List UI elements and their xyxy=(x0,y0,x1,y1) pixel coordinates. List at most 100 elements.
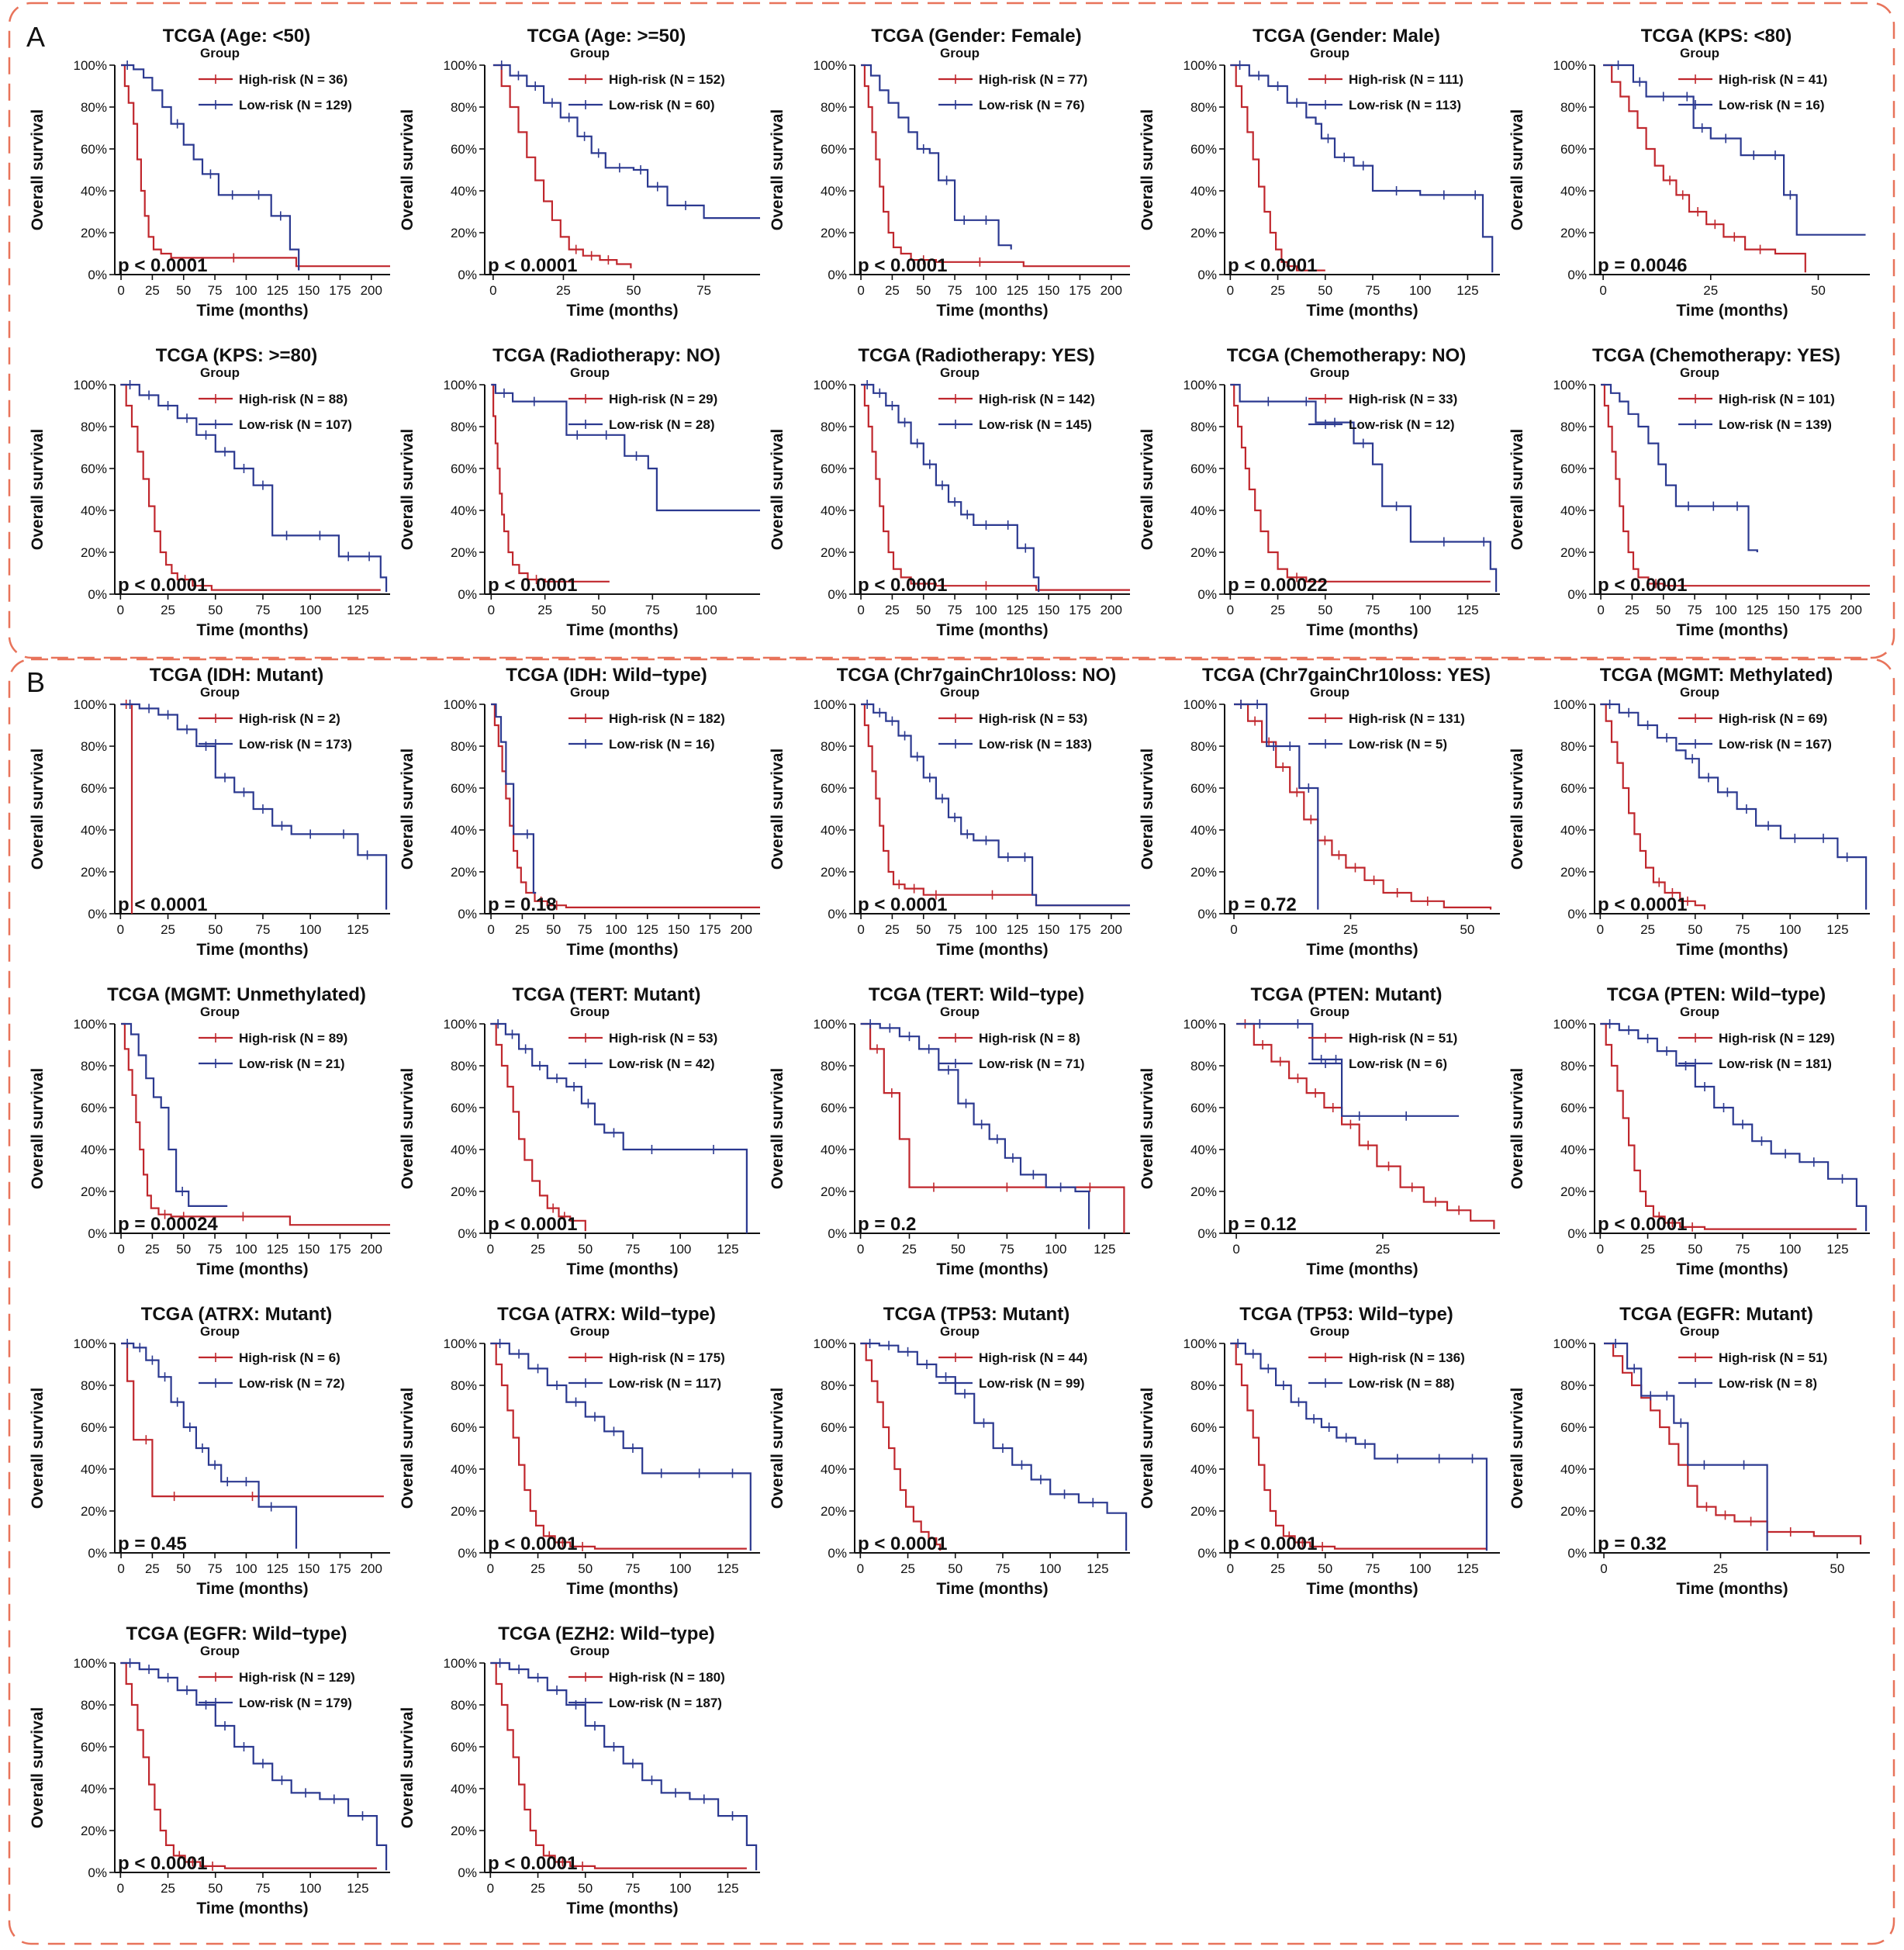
plot-title: TCGA (MGMT: Unmethylated) xyxy=(107,984,366,1005)
plot-title: TCGA (EGFR: Mutant) xyxy=(1619,1304,1813,1325)
legend-title: Group xyxy=(940,46,980,61)
x-tick-label: 50 xyxy=(578,1242,593,1257)
y-axis-label: Overall survival xyxy=(769,1388,786,1509)
p-value: p < 0.0001 xyxy=(118,1853,207,1874)
km-plot: TCGA (Radiotherapy: YES) 0% 20% 40% 60% 80% 10… xyxy=(769,345,1130,639)
y-tick-label: 80% xyxy=(1560,420,1587,434)
y-tick-label: 40% xyxy=(1560,184,1587,199)
y-axis-label: Overall survival xyxy=(769,109,786,230)
y-tick-label: 100% xyxy=(814,1017,847,1032)
y-tick-label: 80% xyxy=(821,420,847,434)
x-tick-label: 75 xyxy=(626,1242,641,1257)
x-tick-label: 25 xyxy=(145,283,160,298)
x-tick-label: 50 xyxy=(627,283,641,298)
x-tick-label: 50 xyxy=(916,283,931,298)
x-tick-label: 50 xyxy=(916,922,931,937)
x-tick-label: 175 xyxy=(329,1242,351,1257)
y-tick-label: 60% xyxy=(1190,462,1217,476)
x-tick-label: 50 xyxy=(1460,922,1474,937)
y-tick-label: 0% xyxy=(1567,1226,1587,1241)
x-axis-label: Time (months) xyxy=(196,1900,308,1917)
x-tick-label: 125 xyxy=(1826,922,1848,937)
high-risk-curve xyxy=(490,1661,747,1869)
y-tick-label: 40% xyxy=(821,503,847,518)
x-tick-label: 50 xyxy=(176,283,191,298)
y-tick-label: 60% xyxy=(1190,142,1217,157)
x-tick-label: 25 xyxy=(145,1561,160,1576)
x-tick-label: 50 xyxy=(1688,1242,1702,1257)
x-axis-label: Time (months) xyxy=(1306,621,1418,639)
p-value: p = 0.2 xyxy=(858,1214,916,1235)
y-tick-label: 20% xyxy=(1560,1184,1587,1199)
y-tick-label: 40% xyxy=(1560,503,1587,518)
x-tick-label: 200 xyxy=(1101,603,1122,617)
y-tick-label: 80% xyxy=(1190,420,1217,434)
x-tick-label: 0 xyxy=(487,922,494,937)
x-axis-label: Time (months) xyxy=(196,1260,308,1278)
y-axis-label: Overall survival xyxy=(399,429,416,550)
y-tick-label: 0% xyxy=(1197,268,1217,282)
x-tick-label: 75 xyxy=(256,1881,271,1896)
high-risk-curve xyxy=(1600,1022,1857,1230)
low-risk-curve xyxy=(120,1661,388,1871)
x-tick-label: 100 xyxy=(695,603,717,617)
legend-label: High-risk (N = 8) xyxy=(979,1031,1080,1046)
y-tick-label: 100% xyxy=(74,697,107,712)
y-tick-label: 80% xyxy=(81,739,107,754)
y-tick-label: 40% xyxy=(81,1782,107,1796)
km-plot: TCGA (Chemotherapy: NO) 0% 20% 40% 60% 80% 100… xyxy=(1139,345,1500,639)
y-axis-label: Overall survival xyxy=(29,1388,47,1509)
plot-title: TCGA (MGMT: Methylated) xyxy=(1600,665,1833,686)
legend-label: High-risk (N = 88) xyxy=(239,392,347,406)
x-tick-label: 50 xyxy=(1830,1561,1844,1576)
x-tick-label: 25 xyxy=(537,603,552,617)
legend-title: Group xyxy=(1310,1324,1349,1339)
x-tick-label: 125 xyxy=(347,1881,368,1896)
y-axis-label: Overall survival xyxy=(1139,1068,1156,1189)
y-tick-label: 80% xyxy=(1190,1059,1217,1074)
x-tick-label: 50 xyxy=(578,1561,593,1576)
plot-title: TCGA (Age: >=50) xyxy=(527,26,686,47)
y-tick-label: 40% xyxy=(821,1143,847,1157)
y-axis-label: Overall survival xyxy=(769,1068,786,1189)
legend-title: Group xyxy=(1310,365,1349,380)
p-value: p < 0.0001 xyxy=(858,894,947,915)
y-tick-label: 0% xyxy=(1197,907,1217,921)
y-tick-label: 40% xyxy=(451,1462,477,1477)
x-tick-label: 0 xyxy=(857,1561,864,1576)
legend-label: High-risk (N = 44) xyxy=(979,1350,1087,1365)
y-tick-label: 40% xyxy=(1190,823,1217,838)
x-axis-label: Time (months) xyxy=(1676,1260,1788,1278)
y-tick-label: 0% xyxy=(458,268,477,282)
x-axis-label: Time (months) xyxy=(1306,302,1418,320)
x-tick-label: 75 xyxy=(626,1561,641,1576)
low-risk-curve xyxy=(121,64,300,271)
x-tick-label: 125 xyxy=(347,603,368,617)
x-tick-label: 0 xyxy=(1227,603,1234,617)
y-tick-label: 100% xyxy=(1184,697,1217,712)
x-axis-label: Time (months) xyxy=(936,1260,1048,1278)
legend-label: Low-risk (N = 6) xyxy=(1349,1056,1447,1071)
legend-label: High-risk (N = 6) xyxy=(239,1350,340,1365)
y-axis-label: Overall survival xyxy=(399,1068,416,1189)
x-tick-label: 0 xyxy=(117,1242,124,1257)
high-risk-curve xyxy=(121,1022,390,1226)
y-tick-label: 40% xyxy=(821,1462,847,1477)
x-tick-label: 75 xyxy=(996,1561,1011,1576)
legend-label: Low-risk (N = 42) xyxy=(609,1056,715,1071)
y-tick-label: 40% xyxy=(81,1143,107,1157)
x-axis-label: Time (months) xyxy=(936,621,1048,639)
legend-label: High-risk (N = 111) xyxy=(1349,72,1463,87)
x-tick-label: 50 xyxy=(176,1561,191,1576)
y-tick-label: 100% xyxy=(1184,1017,1217,1032)
x-tick-label: 50 xyxy=(1318,283,1332,298)
legend-label: Low-risk (N = 183) xyxy=(979,737,1092,752)
panel-b-letter: B xyxy=(26,666,45,698)
plot-title: TCGA (KPS: >=80) xyxy=(156,345,318,366)
x-tick-label: 0 xyxy=(1227,283,1234,298)
x-axis-label: Time (months) xyxy=(566,1900,678,1917)
high-risk-curve xyxy=(861,383,1130,591)
km-plot: TCGA (Chr7gainChr10loss: NO) 0% 20% 40% 60% 8… xyxy=(769,665,1130,959)
x-tick-label: 200 xyxy=(361,283,382,298)
legend-label: High-risk (N = 51) xyxy=(1349,1031,1457,1046)
